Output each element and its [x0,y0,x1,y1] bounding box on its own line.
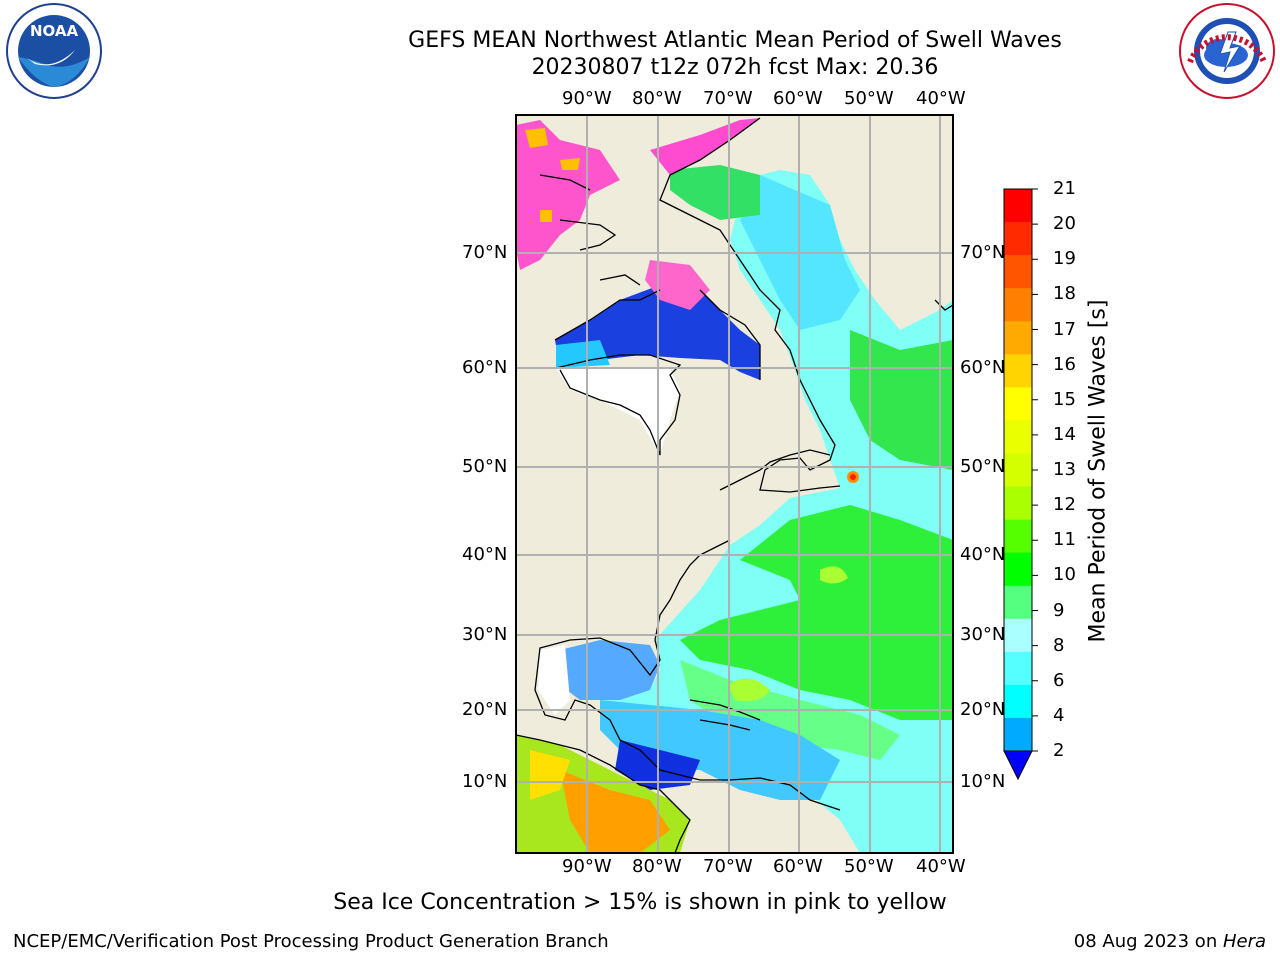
colorbar-segment [1004,717,1032,752]
lat-label-left-30n: 30°N [462,624,508,645]
max-hotspot-core [850,474,856,480]
caribbean-sea [600,700,840,800]
colorbar-segment [1004,189,1032,223]
lat-label-right-70n: 70°N [960,242,1006,263]
lat-label-left-40n: 40°N [462,544,508,565]
colorbar-segment [1004,288,1032,322]
chart-title: GEFS MEAN Northwest Atlantic Mean Period… [408,28,1062,53]
lon-label-bottom-80w: 80°W [632,856,682,877]
lat-label-left-70n: 70°N [462,242,508,263]
colorbar-tick-label: 2 [1053,740,1065,761]
colorbar-segment [1004,420,1032,454]
colorbar-tick-label: 4 [1053,704,1065,726]
colorbar-segment [1004,519,1032,554]
colorbar-segment [1004,354,1032,388]
lon-label-top-60w: 60°W [773,88,823,109]
lon-label-top-40w: 40°W [916,88,966,109]
colorbar-segment [1004,618,1032,653]
colorbar-tick-label: 10 [1053,564,1076,586]
colorbar [1003,188,1038,781]
arctic-sea-ice [516,120,620,270]
lon-label-bottom-60w: 60°W [773,856,823,877]
lat-label-left-10n: 10°N [462,771,508,792]
lon-label-bottom-70w: 70°W [703,856,753,877]
chart-subtitle: 20230807 t12z 072h fcst Max: 20.36 [531,55,939,80]
colorbar-tick-label: 14 [1053,423,1076,445]
colorbar-under-triangle [1003,750,1033,781]
colorbar-segment [1004,321,1032,355]
colorbar-title: Mean Period of Swell Waves [s] [1085,299,1111,643]
colorbar-tick-label: 19 [1053,248,1076,270]
lat-label-right-30n: 30°N [960,624,1006,645]
arctic-sea-ice-2 [650,118,760,175]
colorbar-tick-label: 12 [1053,494,1076,516]
footer-host: Hera [1222,931,1266,952]
lon-label-bottom-40w: 40°W [916,856,966,877]
noaa-logo-text: NOAA [30,22,79,40]
colorbar-tick-label: 9 [1053,599,1065,621]
colorbar-tick-label: 16 [1053,353,1076,375]
colorbar-segment [1004,486,1032,521]
map-frame [515,114,954,854]
swell-band-green-north [850,330,953,470]
hudson-bay-cyan [556,340,610,368]
colorbar-segment [1004,453,1032,488]
lon-label-top-70w: 70°W [703,88,753,109]
gulf-of-mexico [560,640,660,700]
graticule [516,115,953,853]
colorbar-tick-label: 21 [1053,178,1076,199]
colorbar-segment [1004,255,1032,289]
colorbar-segment [1004,684,1032,719]
colorbar-tick-label: 18 [1053,283,1076,305]
colorbar-segment [1004,552,1032,587]
lat-label-right-40n: 40°N [960,544,1006,565]
map-content [516,115,953,853]
colorbar-segment [1004,585,1032,620]
colorbar-tick-label: 13 [1053,459,1076,480]
lat-label-right-50n: 50°N [960,456,1006,477]
lon-label-bottom-90w: 90°W [562,856,612,877]
lat-label-left-60n: 60°N [462,357,508,378]
lon-label-top-90w: 90°W [562,88,612,109]
footer-date-text: 08 Aug 2023 on [1073,931,1223,952]
sea-ice-yellow [525,128,580,222]
colorbar-tick-label: 8 [1053,634,1065,656]
noaa-logo: NOAA [6,3,102,99]
lat-label-left-20n: 20°N [462,699,508,720]
swell-band-green [680,505,953,720]
colorbar-tick-label: 17 [1053,318,1076,340]
lat-label-right-20n: 20°N [960,699,1006,720]
lon-label-bottom-50w: 50°W [844,856,894,877]
colorbar-segment [1004,222,1032,256]
sea-ice-note: Sea Ice Concentration > 15% is shown in … [333,890,947,915]
baffin-green [670,165,760,220]
lon-label-top-80w: 80°W [632,88,682,109]
footer-branch: NCEP/EMC/Verification Post Processing Pr… [13,931,609,952]
colorbar-tick-label: 20 [1053,213,1076,235]
footer-date: 08 Aug 2023 on Hera [1074,931,1266,952]
no-data-gulf [538,645,570,715]
colorbar-segment [1004,651,1032,686]
lon-label-top-50w: 50°W [844,88,894,109]
colorbar-segment [1004,387,1032,421]
colorbar-tick-label: 6 [1053,669,1065,691]
colorbar-tick-label: 15 [1053,388,1076,410]
foxe-basin-ice [645,260,710,310]
lat-label-right-10n: 10°N [960,771,1006,792]
south-america-yellow [530,750,570,800]
swell-band-yellowgreen [728,566,848,702]
lat-label-right-60n: 60°N [960,357,1006,378]
colorbar-tick-label: 11 [1053,529,1076,551]
nws-logo [1179,3,1275,99]
lat-label-left-50n: 50°N [462,456,508,477]
